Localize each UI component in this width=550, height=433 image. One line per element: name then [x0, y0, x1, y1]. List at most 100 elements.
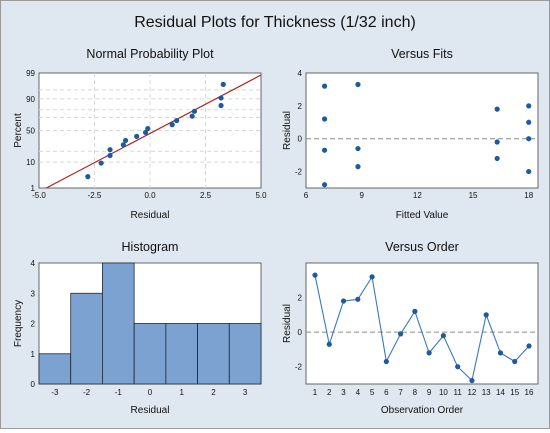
y-axis-label: Residual	[282, 111, 293, 150]
panel-title: Versus Order	[385, 240, 459, 254]
fits-point	[494, 106, 500, 112]
histogram-bar	[228, 323, 262, 385]
order-point	[497, 350, 504, 356]
x-tick-label: -5.0	[32, 191, 46, 200]
y-tick-label: 1	[31, 350, 36, 359]
histogram-bar	[197, 323, 230, 385]
x-tick-label: 3	[243, 388, 248, 397]
y-axis-label: Frequency	[13, 300, 24, 347]
fits-point	[494, 139, 500, 145]
probability-point	[122, 137, 129, 144]
order-point	[340, 298, 347, 304]
x-tick-label: 2.5	[200, 191, 212, 200]
probability-point	[85, 174, 91, 180]
x-tick-label: 0	[148, 388, 153, 397]
versus-fits-plot-area	[305, 72, 539, 189]
x-tick-label: -2	[83, 388, 91, 397]
y-tick-label: 4	[298, 69, 303, 78]
y-tick-label: 2	[31, 320, 36, 329]
x-tick-label: 6	[384, 388, 389, 397]
fits-point	[526, 168, 532, 175]
x-tick-label: 2	[211, 388, 216, 397]
probability-point	[98, 160, 104, 166]
x-axis-label: Fitted Value	[396, 210, 449, 221]
y-tick-label: -2	[295, 363, 303, 372]
x-tick-label: 12	[467, 388, 476, 397]
x-tick-label: 13	[482, 388, 491, 397]
histogram-bar	[165, 323, 198, 385]
x-tick-label: 3	[341, 388, 346, 397]
order-point	[455, 364, 461, 370]
x-tick-label: 14	[496, 388, 505, 397]
order-point	[512, 358, 518, 365]
y-tick-label: 2	[298, 102, 303, 111]
order-point	[369, 274, 375, 280]
order-point	[312, 272, 318, 278]
x-tick-label: 9	[427, 388, 432, 397]
fits-point	[321, 147, 328, 153]
x-tick-label: 5.0	[255, 191, 267, 200]
y-tick-label: 0	[31, 380, 36, 389]
order-series-line	[314, 274, 530, 382]
x-axis-label: Residual	[131, 210, 170, 221]
order-point	[440, 333, 446, 339]
y-tick-label: 90	[26, 95, 35, 104]
fits-point	[494, 155, 500, 162]
x-tick-label: 16	[525, 388, 534, 397]
y-tick-label: 0	[298, 328, 303, 337]
probability-point	[142, 129, 149, 136]
y-tick-label: 2	[298, 294, 303, 303]
y-tick-label: 3	[31, 289, 36, 298]
histogram-bar	[133, 323, 167, 385]
fits-point	[321, 116, 328, 122]
order-point	[383, 358, 389, 365]
x-axis-label: Residual	[131, 405, 170, 416]
histogram-bar	[70, 292, 103, 385]
y-tick-label: 50	[26, 127, 35, 136]
main-title: Residual Plots for Thickness (1/32 inch)	[134, 14, 416, 31]
x-tick-label: 2	[327, 388, 332, 397]
panel-title: Histogram	[122, 240, 179, 254]
x-tick-label: 12	[413, 191, 422, 200]
probability-point	[107, 147, 113, 153]
probability-point	[189, 113, 195, 119]
x-tick-label: 15	[510, 388, 519, 397]
histogram-bar	[38, 353, 72, 385]
probability-point	[218, 102, 224, 109]
x-tick-label: 1	[179, 388, 184, 397]
order-point	[426, 350, 432, 356]
order-point	[526, 343, 532, 349]
x-tick-label: 4	[356, 388, 361, 397]
y-tick-label: 99	[26, 69, 35, 78]
fits-point	[321, 182, 328, 188]
x-tick-label: 18	[524, 191, 533, 200]
order-point	[483, 312, 489, 318]
x-tick-label: 6	[304, 191, 309, 200]
x-tick-label: -3	[51, 388, 59, 397]
fits-point	[526, 103, 532, 109]
y-tick-label: 1	[31, 184, 36, 193]
x-tick-label: 8	[413, 388, 418, 397]
x-tick-label: 15	[469, 191, 478, 200]
x-tick-label: 11	[454, 388, 463, 397]
probability-point	[191, 108, 197, 114]
order-point	[412, 308, 418, 314]
fit-line	[45, 74, 262, 189]
probability-point	[120, 142, 126, 148]
x-tick-label: 5	[370, 388, 375, 397]
order-point	[355, 296, 361, 302]
fits-point	[526, 119, 532, 125]
probability-point	[134, 133, 140, 139]
probability-point	[218, 95, 224, 101]
x-tick-label: 1	[313, 388, 318, 397]
probability-point	[220, 81, 226, 87]
panel-title: Versus Fits	[391, 47, 453, 61]
histogram-bar	[102, 262, 135, 385]
x-tick-label: -2.5	[88, 191, 102, 200]
fits-point	[355, 145, 361, 152]
x-axis-label: Observation Order	[381, 405, 464, 416]
probability-point	[145, 125, 151, 132]
y-axis-label: Percent	[13, 113, 24, 148]
